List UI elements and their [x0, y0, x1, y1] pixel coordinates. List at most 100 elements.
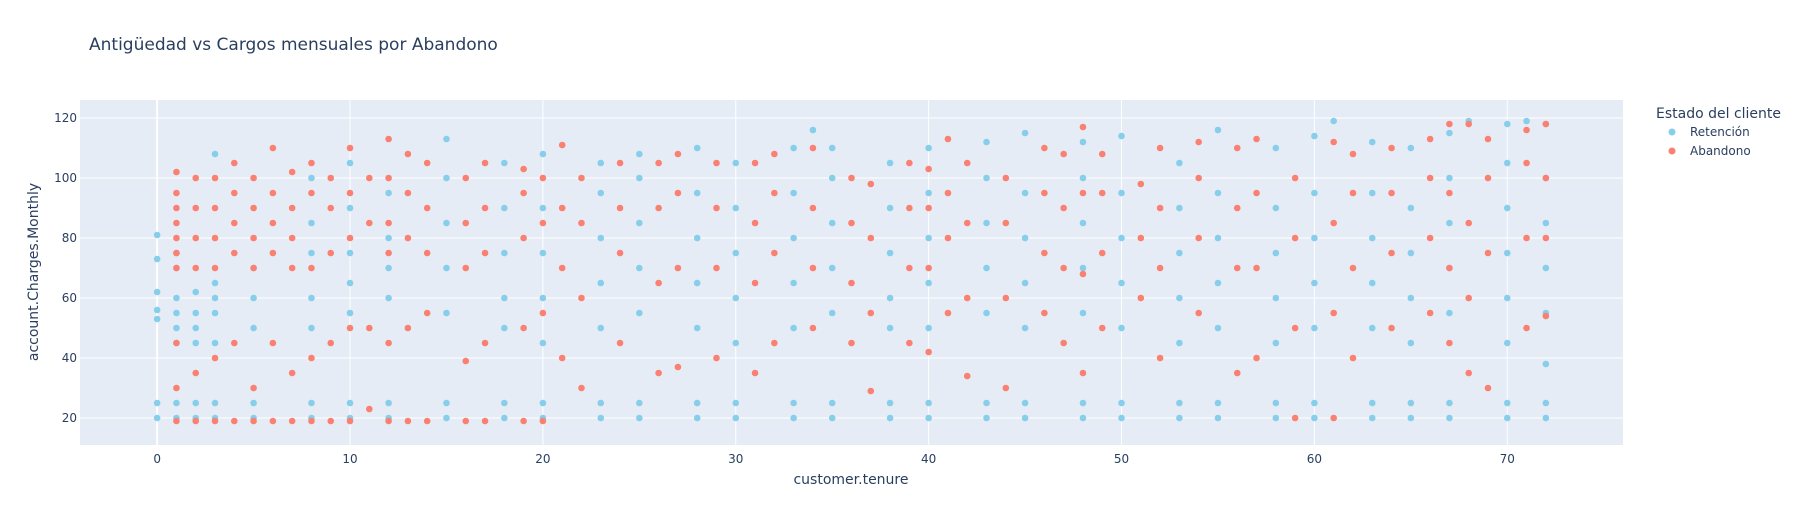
- data-point[interactable]: [211, 234, 219, 242]
- data-point[interactable]: [636, 309, 643, 317]
- data-point[interactable]: [616, 249, 624, 257]
- data-point[interactable]: [828, 174, 836, 182]
- data-point[interactable]: [1388, 189, 1395, 197]
- data-point[interactable]: [1291, 174, 1299, 182]
- data-point[interactable]: [346, 399, 354, 407]
- data-point[interactable]: [925, 204, 932, 212]
- data-point[interactable]: [1426, 135, 1434, 143]
- data-point[interactable]: [385, 399, 392, 407]
- data-point[interactable]: [771, 150, 778, 158]
- data-point[interactable]: [597, 159, 605, 167]
- data-point[interactable]: [636, 219, 643, 227]
- data-point[interactable]: [597, 234, 605, 242]
- data-point[interactable]: [886, 324, 894, 332]
- data-point[interactable]: [558, 204, 566, 212]
- data-point[interactable]: [674, 189, 682, 197]
- data-point[interactable]: [1098, 150, 1106, 158]
- data-point[interactable]: [1272, 414, 1280, 422]
- data-point[interactable]: [1021, 129, 1029, 137]
- data-point[interactable]: [423, 159, 431, 167]
- data-point[interactable]: [1311, 279, 1318, 287]
- data-point[interactable]: [250, 174, 257, 182]
- data-point[interactable]: [501, 159, 508, 167]
- data-point[interactable]: [481, 249, 489, 257]
- data-point[interactable]: [231, 159, 238, 167]
- data-point[interactable]: [867, 309, 875, 317]
- data-point[interactable]: [636, 414, 643, 422]
- data-point[interactable]: [1368, 279, 1376, 287]
- data-point[interactable]: [925, 279, 932, 287]
- data-point[interactable]: [848, 339, 855, 347]
- data-point[interactable]: [250, 294, 257, 302]
- data-point[interactable]: [1079, 123, 1087, 131]
- data-point[interactable]: [327, 174, 335, 182]
- data-point[interactable]: [1272, 294, 1280, 302]
- data-point[interactable]: [501, 399, 508, 407]
- data-point[interactable]: [886, 399, 894, 407]
- data-point[interactable]: [674, 363, 682, 371]
- data-point[interactable]: [308, 249, 315, 257]
- data-point[interactable]: [231, 189, 238, 197]
- data-point[interactable]: [327, 339, 335, 347]
- data-point[interactable]: [192, 369, 200, 377]
- data-point[interactable]: [346, 159, 354, 167]
- data-point[interactable]: [906, 159, 913, 167]
- data-point[interactable]: [1137, 294, 1145, 302]
- data-point[interactable]: [1214, 279, 1222, 287]
- data-point[interactable]: [925, 399, 932, 407]
- data-point[interactable]: [192, 288, 200, 296]
- data-point[interactable]: [1176, 249, 1183, 257]
- data-point[interactable]: [346, 204, 354, 212]
- data-point[interactable]: [192, 234, 200, 242]
- data-point[interactable]: [655, 159, 662, 167]
- data-point[interactable]: [481, 159, 489, 167]
- data-point[interactable]: [192, 339, 200, 347]
- data-point[interactable]: [346, 309, 354, 317]
- data-point[interactable]: [1156, 204, 1164, 212]
- data-point[interactable]: [462, 264, 470, 272]
- data-point[interactable]: [732, 159, 740, 167]
- data-point[interactable]: [1542, 264, 1550, 272]
- data-point[interactable]: [790, 144, 797, 152]
- data-point[interactable]: [346, 234, 354, 242]
- data-point[interactable]: [983, 219, 990, 227]
- data-point[interactable]: [1002, 174, 1010, 182]
- data-point[interactable]: [404, 150, 412, 158]
- data-point[interactable]: [173, 219, 180, 227]
- data-point[interactable]: [1368, 138, 1376, 146]
- data-point[interactable]: [250, 204, 257, 212]
- data-point[interactable]: [173, 339, 180, 347]
- data-point[interactable]: [288, 369, 296, 377]
- data-point[interactable]: [1330, 414, 1337, 422]
- data-point[interactable]: [983, 309, 990, 317]
- data-point[interactable]: [1118, 279, 1125, 287]
- data-point[interactable]: [211, 339, 219, 347]
- data-point[interactable]: [751, 369, 759, 377]
- data-point[interactable]: [1060, 150, 1067, 158]
- data-point[interactable]: [520, 165, 527, 173]
- data-point[interactable]: [385, 417, 392, 425]
- data-point[interactable]: [1156, 264, 1164, 272]
- data-point[interactable]: [906, 204, 913, 212]
- data-point[interactable]: [597, 189, 605, 197]
- data-point[interactable]: [886, 414, 894, 422]
- data-point[interactable]: [501, 324, 508, 332]
- data-point[interactable]: [1118, 399, 1125, 407]
- data-point[interactable]: [1021, 234, 1029, 242]
- data-point[interactable]: [269, 144, 277, 152]
- data-point[interactable]: [636, 174, 643, 182]
- data-point[interactable]: [1349, 354, 1357, 362]
- data-point[interactable]: [558, 354, 566, 362]
- data-point[interactable]: [751, 219, 759, 227]
- data-point[interactable]: [173, 204, 180, 212]
- data-point[interactable]: [655, 369, 662, 377]
- data-point[interactable]: [597, 399, 605, 407]
- data-point[interactable]: [366, 405, 373, 413]
- data-point[interactable]: [1118, 189, 1125, 197]
- data-point[interactable]: [1233, 144, 1241, 152]
- data-point[interactable]: [828, 144, 836, 152]
- data-point[interactable]: [1311, 234, 1318, 242]
- data-point[interactable]: [462, 417, 470, 425]
- data-point[interactable]: [828, 219, 836, 227]
- data-point[interactable]: [558, 141, 566, 149]
